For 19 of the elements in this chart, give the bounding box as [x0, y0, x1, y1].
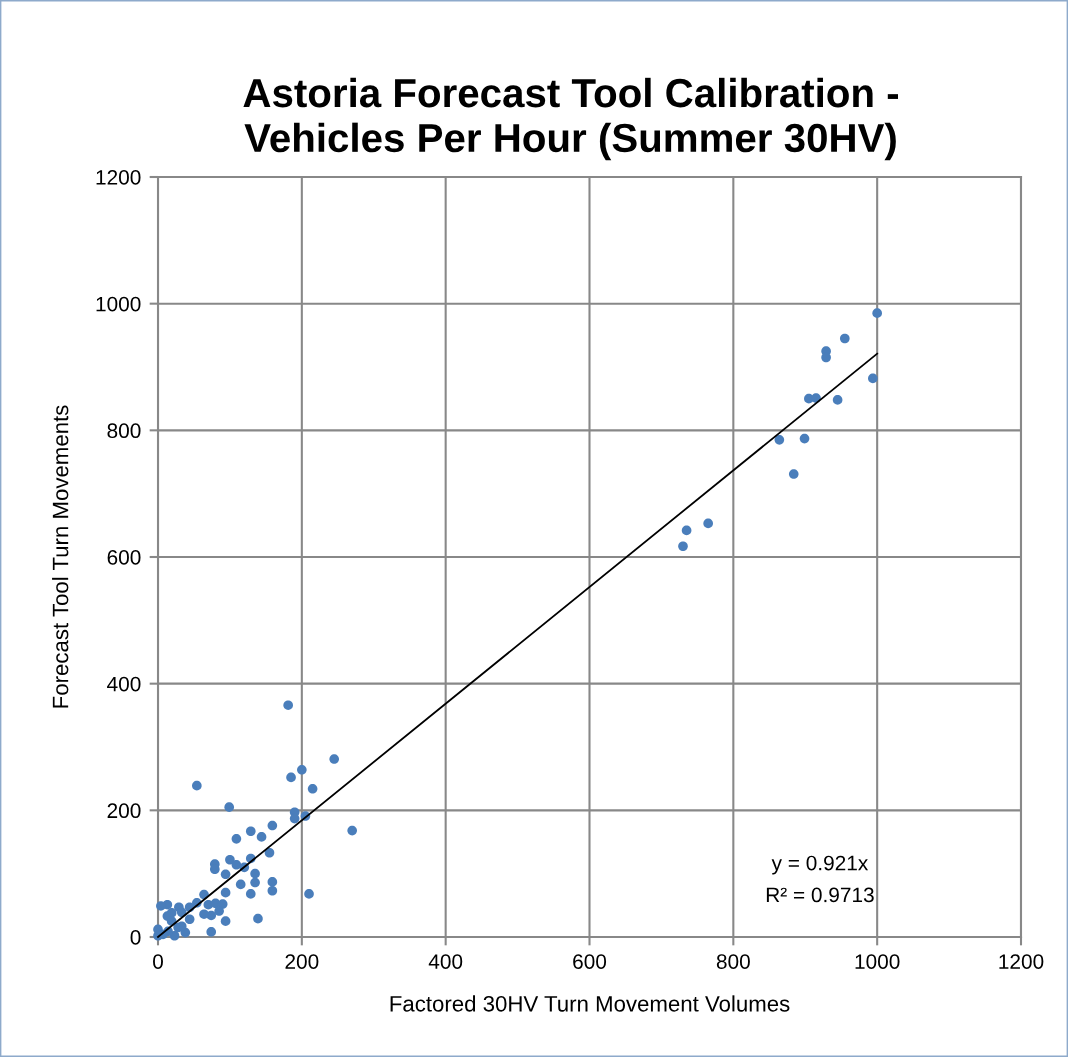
y-tick-label: 600	[107, 550, 141, 565]
y-tick-label: 400	[107, 676, 141, 692]
x-tick-label: 1200	[999, 954, 1044, 969]
x-tick-label: 1000	[855, 954, 900, 969]
x-tick-label: 800	[716, 954, 750, 969]
chart-title: Astoria Forecast Tool Calibration - Vehicles Per Hour (Summer 30HV)	[243, 77, 899, 161]
y-axis-title: Forecast Tool Turn Movements	[52, 405, 69, 708]
annotation: y = 0.921x	[771, 855, 869, 875]
x-tick-label: 200	[285, 954, 319, 969]
y-tick-label: 1000	[96, 296, 141, 312]
y-tick-label: 1200	[96, 170, 141, 185]
x-tick-label: 400	[428, 954, 463, 969]
y-tick-label: 200	[107, 803, 141, 819]
x-tick-label: 0	[153, 954, 163, 969]
y-tick-label: 0	[130, 930, 141, 945]
y-tick-label: 800	[107, 423, 141, 439]
x-tick-label: 600	[573, 954, 607, 969]
annotation: R² = 0.9713	[766, 887, 874, 903]
x-axis-title: Factored 30HV Turn Movement Volumes	[390, 995, 790, 1012]
